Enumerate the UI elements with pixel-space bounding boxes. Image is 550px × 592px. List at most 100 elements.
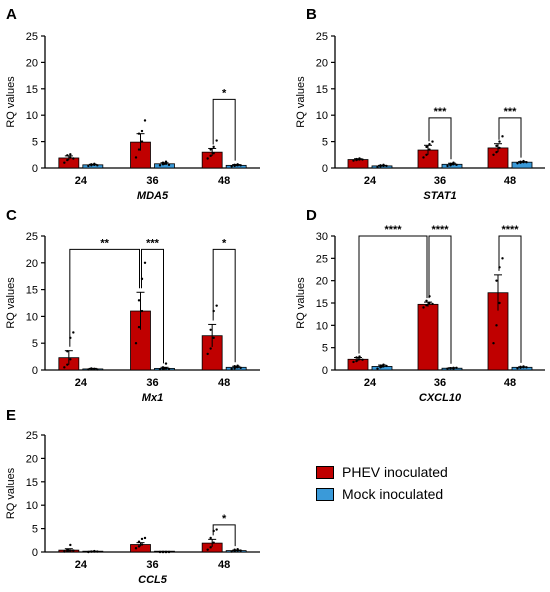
data-point bbox=[167, 367, 171, 371]
data-point bbox=[230, 550, 233, 553]
y-tick-label: 25 bbox=[316, 31, 328, 43]
gene-label: CXCL10 bbox=[419, 392, 462, 404]
y-tick-label: 20 bbox=[26, 258, 38, 270]
significance-label: *** bbox=[146, 237, 160, 249]
gene-label: CCL5 bbox=[138, 574, 168, 586]
y-tick-label: 10 bbox=[316, 110, 328, 122]
data-point bbox=[425, 153, 428, 156]
data-point bbox=[167, 550, 171, 554]
data-point bbox=[382, 163, 385, 167]
y-tick-label: 25 bbox=[26, 430, 38, 442]
data-point bbox=[164, 162, 168, 165]
y-tick-label: 25 bbox=[316, 253, 328, 265]
data-point bbox=[385, 164, 388, 168]
category-label: 36 bbox=[434, 377, 446, 389]
data-point bbox=[355, 157, 358, 161]
significance-bracket bbox=[212, 98, 236, 161]
data-point bbox=[69, 358, 72, 361]
legend: PHEV inoculated Mock inoculated bbox=[316, 461, 448, 505]
significance-label: * bbox=[222, 513, 227, 525]
data-point bbox=[361, 158, 364, 161]
significance-label: **** bbox=[384, 224, 402, 236]
y-tick-label: 15 bbox=[316, 298, 328, 310]
significance-label: *** bbox=[434, 106, 448, 118]
y-tick-label: 15 bbox=[26, 285, 38, 297]
data-point bbox=[358, 157, 361, 160]
category-label: 24 bbox=[75, 175, 88, 187]
data-point bbox=[209, 347, 212, 350]
data-point bbox=[449, 162, 452, 165]
data-point bbox=[140, 309, 144, 313]
data-point bbox=[376, 165, 379, 169]
data-point bbox=[96, 368, 99, 371]
data-point bbox=[90, 550, 93, 553]
y-tick-label: 20 bbox=[26, 453, 38, 465]
data-point bbox=[143, 119, 147, 122]
data-point bbox=[140, 543, 144, 546]
panel-a: A 0 5 10 15 20 25 RQ values 24 36 48 MDA5 * bbox=[5, 6, 260, 202]
data-point bbox=[498, 146, 501, 150]
data-point bbox=[425, 145, 428, 149]
data-point bbox=[236, 163, 239, 166]
panel-letter: C bbox=[6, 207, 17, 224]
category-label: 36 bbox=[146, 175, 158, 187]
panel-b: B 0 5 10 15 20 25 RQ values 24 36 48 STAT1 *** *** bbox=[295, 6, 545, 202]
data-point bbox=[431, 140, 434, 143]
data-point bbox=[161, 366, 165, 369]
category-label: 24 bbox=[75, 377, 88, 389]
data-point bbox=[522, 159, 525, 163]
data-point bbox=[212, 336, 215, 340]
data-point bbox=[140, 140, 144, 143]
data-point bbox=[209, 546, 212, 549]
data-point bbox=[69, 543, 72, 547]
y-tick-label: 5 bbox=[32, 137, 38, 149]
data-point bbox=[209, 148, 212, 151]
data-point bbox=[501, 135, 504, 138]
data-point bbox=[72, 331, 75, 334]
data-point bbox=[495, 144, 498, 148]
y-tick-label: 5 bbox=[32, 338, 38, 350]
data-point bbox=[352, 159, 355, 162]
gene-label: STAT1 bbox=[423, 190, 456, 202]
data-point bbox=[206, 157, 209, 160]
data-point bbox=[379, 164, 382, 167]
legend-item-phev: PHEV inoculated bbox=[316, 461, 448, 483]
data-point bbox=[93, 162, 96, 165]
data-point bbox=[63, 550, 66, 553]
significance-bracket bbox=[141, 248, 164, 364]
legend-item-mock: Mock inoculated bbox=[316, 483, 448, 505]
data-point bbox=[355, 356, 358, 359]
data-point bbox=[431, 302, 434, 306]
significance-bracket bbox=[498, 117, 522, 158]
data-point bbox=[66, 363, 69, 366]
category-label: 36 bbox=[146, 559, 158, 571]
data-point bbox=[161, 161, 165, 164]
category-label: 24 bbox=[75, 559, 88, 571]
data-point bbox=[158, 368, 162, 371]
data-point bbox=[137, 540, 141, 543]
y-tick-label: 0 bbox=[32, 547, 38, 559]
category-label: 24 bbox=[364, 175, 377, 187]
data-point bbox=[446, 164, 449, 168]
y-tick-label: 15 bbox=[26, 84, 38, 96]
data-point bbox=[385, 364, 388, 368]
data-point bbox=[137, 325, 141, 329]
y-tick-label: 15 bbox=[316, 84, 328, 96]
data-point bbox=[158, 164, 162, 167]
category-label: 48 bbox=[504, 175, 516, 187]
y-tick-label: 30 bbox=[316, 231, 328, 243]
data-point bbox=[206, 548, 209, 551]
data-point bbox=[379, 366, 382, 369]
data-point bbox=[382, 363, 385, 366]
data-point bbox=[96, 164, 99, 167]
data-point bbox=[209, 154, 212, 158]
data-point bbox=[209, 536, 212, 540]
category-label: 36 bbox=[146, 377, 158, 389]
data-point bbox=[239, 549, 242, 552]
y-tick-label: 25 bbox=[26, 31, 38, 43]
data-point bbox=[69, 549, 72, 552]
data-point bbox=[87, 368, 90, 371]
bar-phev bbox=[347, 159, 369, 169]
data-point bbox=[137, 132, 141, 135]
legend-swatch-mock bbox=[316, 487, 334, 501]
